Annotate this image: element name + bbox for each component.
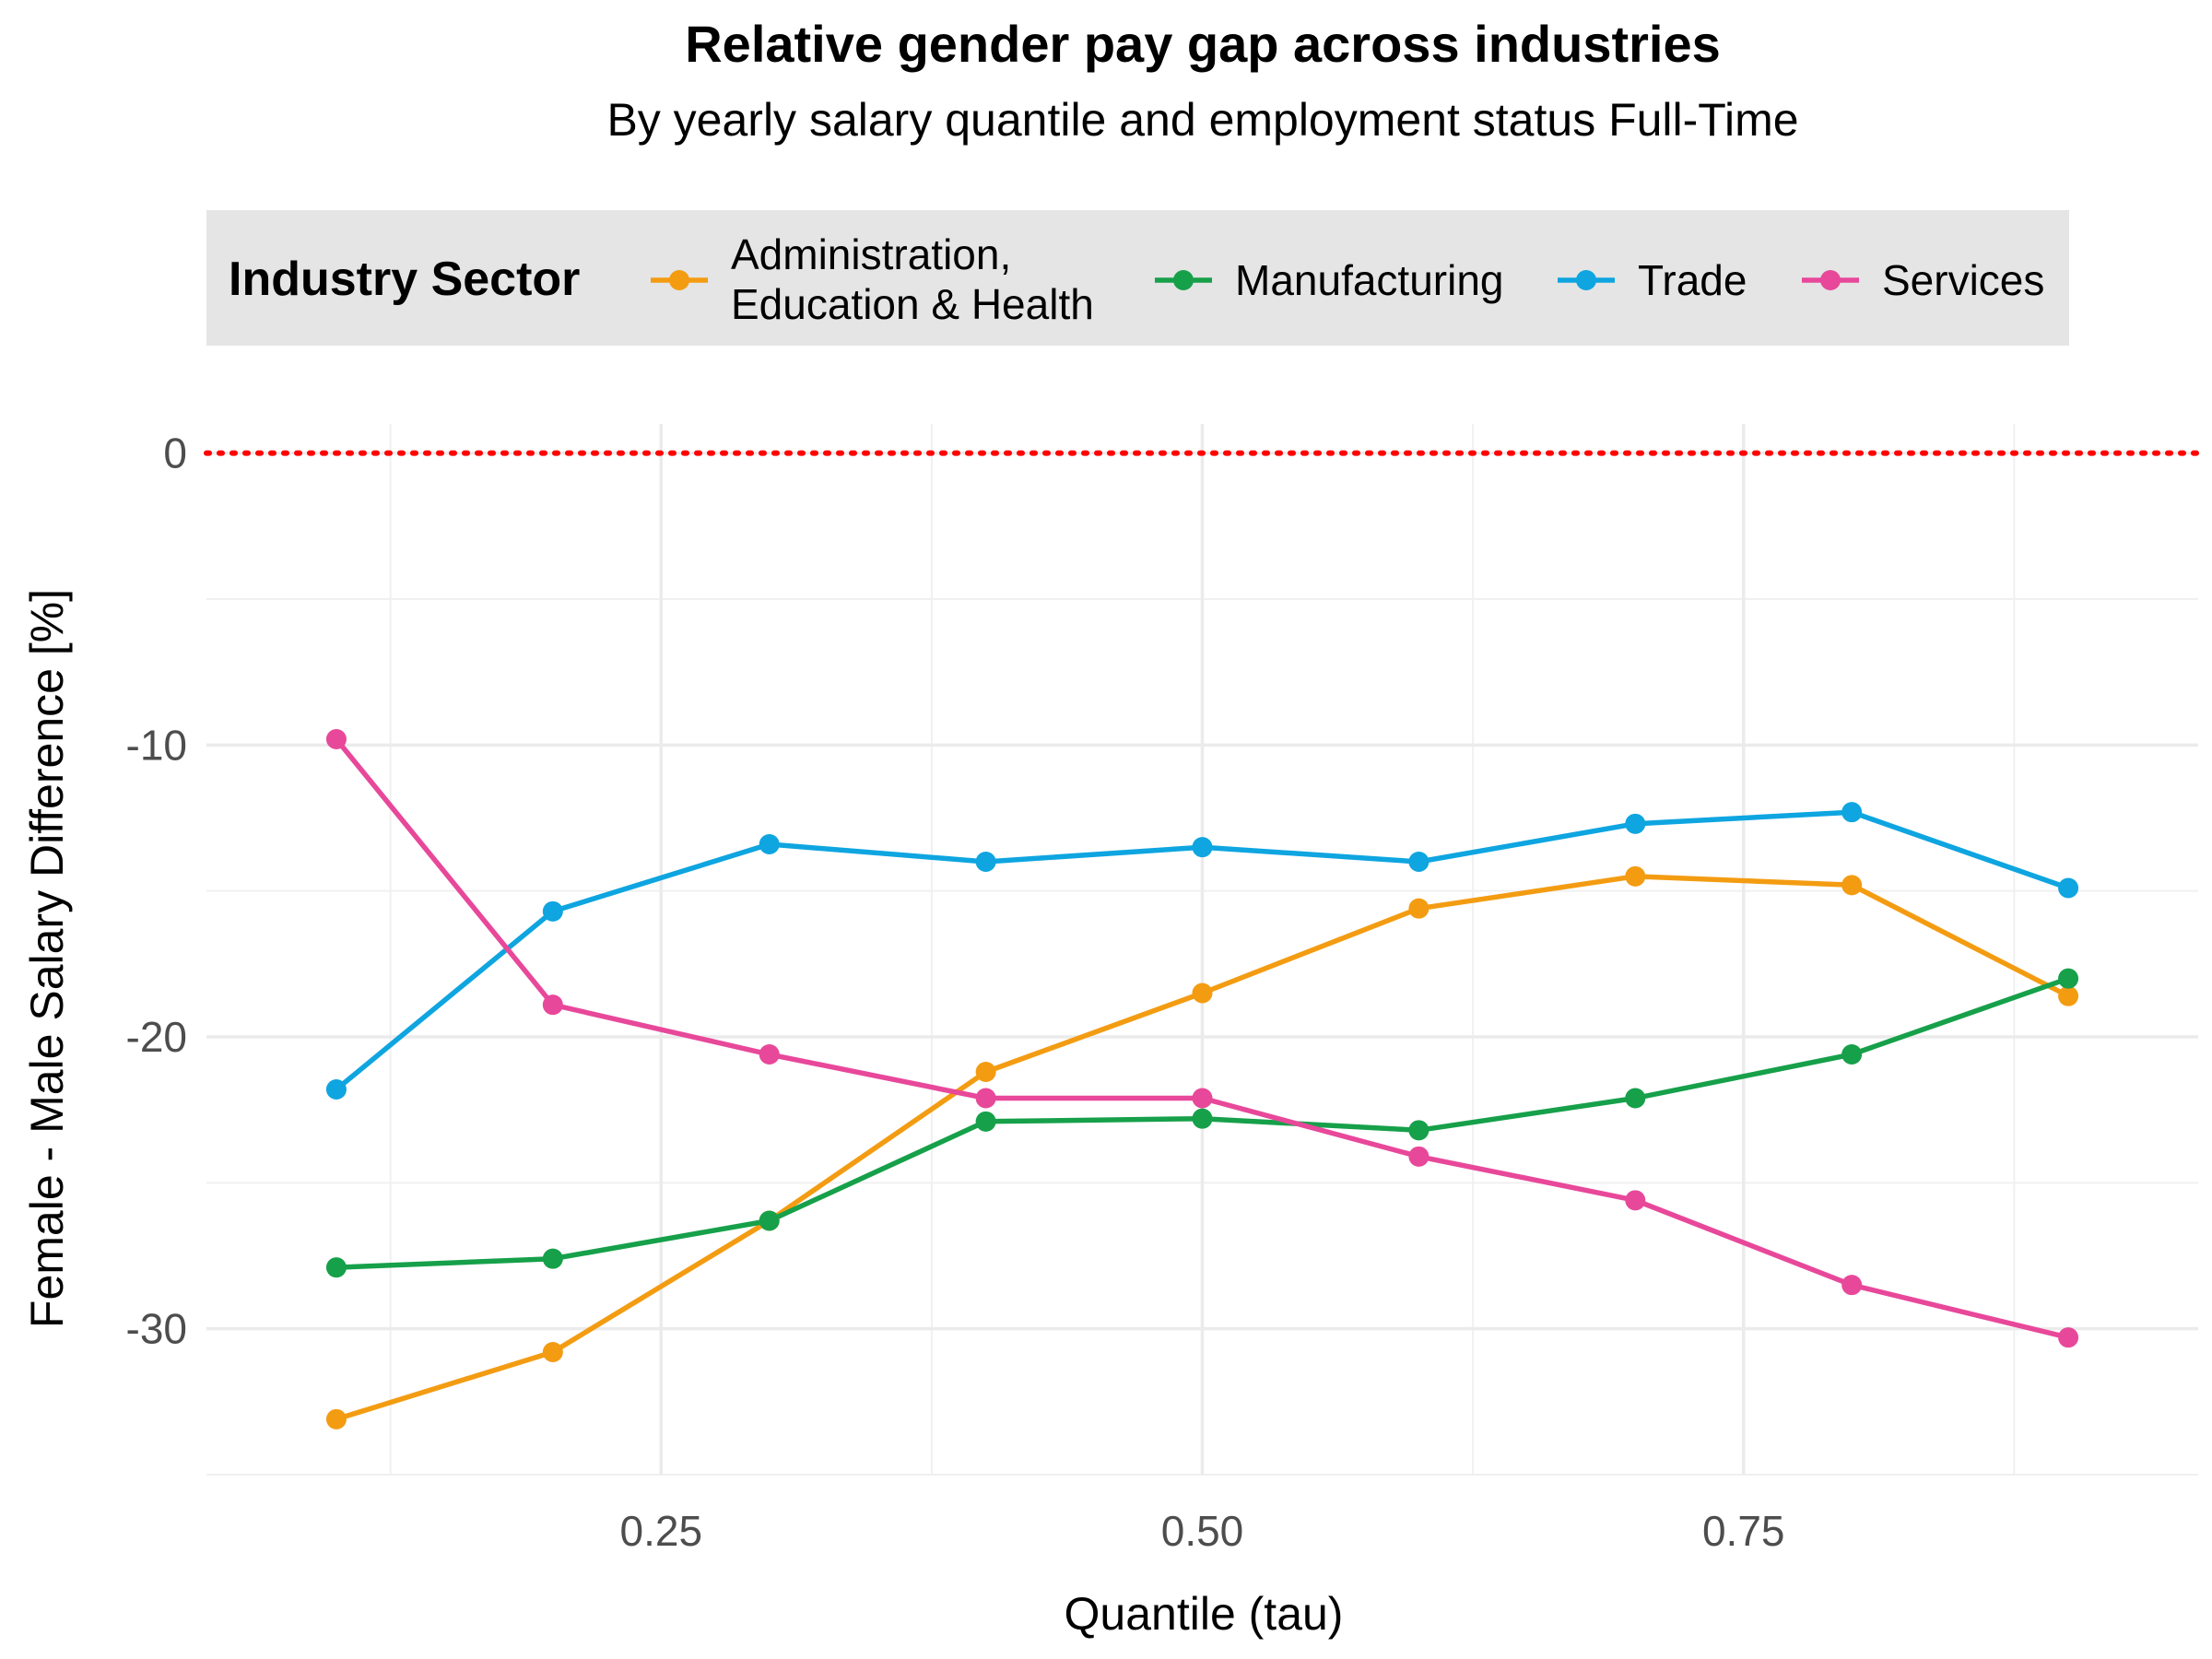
data-point [1625,1190,1646,1211]
y-tick-label: -20 [126,1013,187,1061]
data-point [542,1342,563,1362]
data-point [759,1210,780,1231]
data-point [975,852,996,872]
data-point [759,1044,780,1065]
legend: Industry Sector Administration,Education… [206,210,2069,346]
data-point [1625,865,1646,887]
legend-label: Manufacturing [1235,256,1504,304]
plot-area: 0.25 0.50 0.75 0 -10 -20 -30 [126,424,2201,1555]
data-point [1408,852,1430,872]
data-point [542,1248,563,1269]
data-point [1841,875,1863,896]
data-point [542,900,563,922]
data-point [975,1062,996,1082]
data-point [2058,1327,2079,1348]
data-point [2058,877,2079,899]
y-tick-label: -30 [126,1305,187,1353]
legend-key-point [1576,270,1596,290]
data-point [975,1088,996,1109]
data-point [1408,898,1430,919]
data-point [1192,1088,1213,1109]
legend-label: Services [1882,256,2044,304]
data-point [325,729,347,749]
legend-title: Industry Sector [229,253,580,306]
data-point [759,834,780,854]
data-point [1408,1120,1430,1141]
legend-label: Education & Health [731,280,1094,328]
data-point [975,1111,996,1132]
data-point [325,1408,347,1430]
data-point [1841,1044,1863,1065]
chart-subtitle: By yearly salary quantile and employment… [606,94,1798,146]
data-point [542,994,563,1016]
x-tick-label: 0.50 [1161,1507,1244,1555]
legend-label: Administration, [731,230,1011,278]
data-point [1192,837,1213,858]
y-tick-label: 0 [163,429,187,477]
data-point [1408,1146,1430,1167]
y-tick-label: -10 [126,721,187,769]
data-point [1625,1088,1646,1109]
data-point [2058,968,2079,989]
x-tick-label: 0.25 [620,1507,703,1555]
x-tick-label: 0.75 [1702,1507,1785,1555]
y-axis-title: Female - Male Salary Difference [%] [21,589,73,1328]
chart-title: Relative gender pay gap across industrie… [685,15,1721,73]
data-point [1841,802,1863,823]
legend-key-point [669,270,689,290]
data-point [325,1257,347,1278]
data-point [1192,982,1213,1004]
data-point [1841,1275,1863,1296]
legend-background [206,210,2069,346]
legend-key-point [1173,270,1194,290]
data-point [2058,985,2079,1006]
legend-label: Trade [1638,256,1747,304]
data-point [1625,813,1646,834]
data-point [1192,1108,1213,1129]
legend-key-point [1820,270,1841,290]
data-point [325,1079,347,1100]
x-axis-title: Quantile (tau) [1065,1588,1344,1640]
